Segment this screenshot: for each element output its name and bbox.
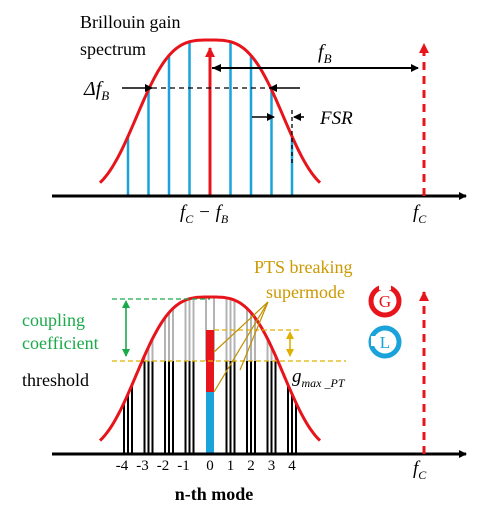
top-title-line2: spectrum bbox=[80, 39, 146, 59]
bottom-fc-label: fC bbox=[413, 458, 427, 482]
bottom-gain-curve bbox=[98, 295, 322, 442]
coupling-arrow-top-head bbox=[122, 300, 130, 308]
top-center-label: fC − fB bbox=[180, 202, 229, 226]
bottom-x-axis-label: n-th mode bbox=[175, 484, 254, 504]
mode-tick-label: -2 bbox=[157, 458, 170, 474]
pts-pointer-2 bbox=[213, 301, 269, 393]
top-panel: Brillouin gain spectrum fB ΔfB FSR fC − … bbox=[52, 12, 467, 226]
gmax-label: gmax _PT bbox=[292, 366, 346, 390]
mode-tick-label: -3 bbox=[136, 458, 149, 474]
svg-text:G: G bbox=[379, 292, 391, 311]
pts-label-line1: PTS breaking bbox=[254, 257, 353, 277]
top-fb-arrow-left-head bbox=[212, 64, 221, 72]
pts-pointer-3 bbox=[239, 301, 269, 371]
svg-text:L: L bbox=[380, 333, 390, 352]
mode-tick-label: 4 bbox=[288, 458, 296, 474]
mode-tick-label: 2 bbox=[247, 458, 255, 474]
top-mode-lines bbox=[126, 42, 294, 196]
pts-loss-bar bbox=[206, 392, 214, 454]
mode-tick-label: -1 bbox=[177, 458, 190, 474]
loss-badge-icon: L bbox=[368, 325, 402, 359]
top-fsr-label: FSR bbox=[319, 108, 353, 129]
mode-tick-label: 0 bbox=[206, 458, 214, 474]
top-title-line1: Brillouin gain bbox=[80, 12, 181, 32]
top-gain-curve bbox=[98, 38, 322, 184]
gain-badge-icon: G bbox=[368, 282, 402, 318]
threshold-label: threshold bbox=[22, 370, 89, 390]
mode-tick-labels: -4 -3 -2 -1 0 1 2 3 4 bbox=[116, 458, 297, 474]
mode-tick-label: 1 bbox=[227, 458, 235, 474]
bottom-below-threshold-region bbox=[123, 361, 297, 454]
gmax-arrow-top-head bbox=[286, 331, 294, 339]
top-fb-label: fB bbox=[318, 41, 332, 66]
mode-tick-label: 3 bbox=[268, 458, 276, 474]
coupling-label-line1: coupling bbox=[22, 310, 85, 330]
mode-tick-label: -4 bbox=[116, 458, 129, 474]
bottom-panel: G L PTS breaking supermode coupling coef… bbox=[22, 257, 467, 504]
pts-label-line2: supermode bbox=[266, 282, 345, 302]
coupling-label-line2: coefficient bbox=[22, 333, 99, 353]
pts-pointer-1 bbox=[213, 301, 269, 353]
top-delta-label: ΔfB bbox=[83, 78, 109, 103]
top-fc-label: fC bbox=[413, 202, 427, 226]
